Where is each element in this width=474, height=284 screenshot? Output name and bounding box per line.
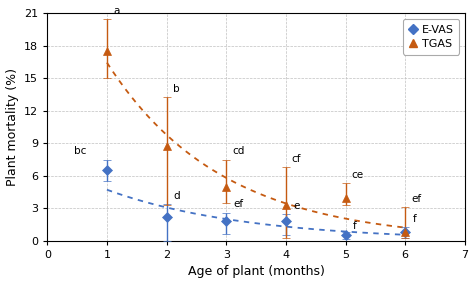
- X-axis label: Age of plant (months): Age of plant (months): [188, 266, 325, 278]
- Text: a: a: [113, 6, 119, 16]
- Text: e: e: [293, 201, 300, 210]
- Text: cf: cf: [292, 154, 301, 164]
- Text: d: d: [174, 191, 181, 201]
- Text: ef: ef: [411, 194, 421, 204]
- Text: b: b: [173, 83, 179, 94]
- Text: bc: bc: [74, 147, 86, 156]
- Legend: E-VAS, TGAS: E-VAS, TGAS: [403, 19, 459, 55]
- Y-axis label: Plant mortality (%): Plant mortality (%): [6, 68, 18, 186]
- Text: cd: cd: [232, 147, 245, 156]
- Text: f: f: [412, 214, 416, 224]
- Text: f: f: [353, 221, 356, 231]
- Text: ef: ef: [233, 199, 244, 210]
- Text: ce: ce: [352, 170, 364, 180]
